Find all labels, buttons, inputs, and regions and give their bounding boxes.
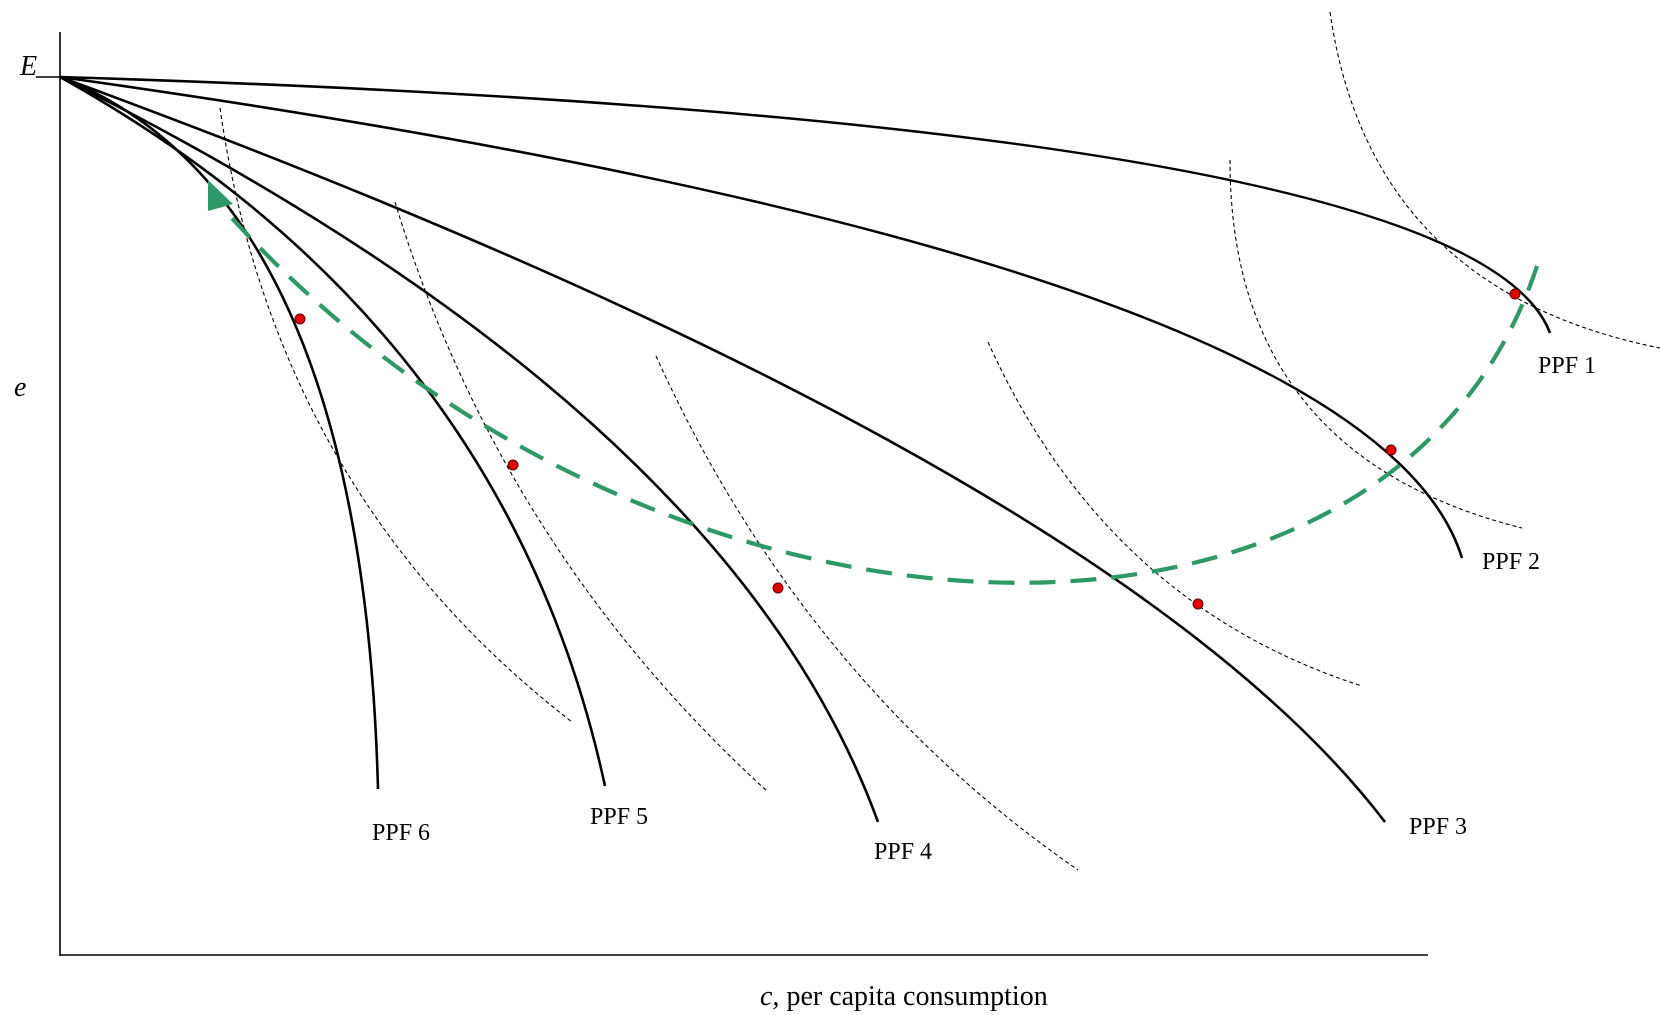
ppf-label-1: PPF 1	[1538, 353, 1596, 379]
optimum-point-1	[1509, 288, 1521, 300]
ppf-curve-6	[59, 75, 380, 790]
ppf-label-3: PPF 3	[1409, 814, 1467, 840]
development-path-curve	[220, 205, 1539, 585]
ppf-label-2: PPF 2	[1482, 549, 1540, 575]
ppf-label-5: PPF 5	[590, 804, 648, 830]
ppf-curves	[59, 75, 1552, 823]
optimum-point-2	[1385, 444, 1397, 456]
indifference-curves	[219, 11, 1660, 871]
optimum-point-4	[772, 582, 784, 594]
y-axis-label: e	[14, 372, 26, 403]
ppf-label-4: PPF 4	[874, 839, 932, 865]
indifference-curve-3	[987, 341, 1363, 687]
axes	[36, 32, 1428, 956]
x-axis-label: c, per capita consumption	[760, 981, 1048, 1012]
x-axis-variable: c,	[760, 981, 779, 1012]
ppf-curve-2	[59, 75, 1464, 559]
optimum-point-5	[507, 459, 519, 471]
development-path	[208, 180, 1539, 585]
optimum-point-3	[1192, 598, 1204, 610]
arrowhead-icon	[208, 180, 233, 211]
y-axis-top-label: E	[19, 51, 37, 82]
indifference-curve-5	[394, 201, 769, 793]
ppf-label-6: PPF 6	[372, 820, 430, 846]
ppf-curve-3	[59, 75, 1387, 823]
indifference-curve-6	[219, 107, 573, 723]
ppf-curve-1	[59, 75, 1552, 334]
indifference-curve-4	[655, 355, 1079, 871]
optimum-points	[294, 288, 1521, 610]
indifference-curve-1	[1329, 11, 1660, 349]
ppf-curve-4	[59, 75, 880, 823]
x-axis-description: per capita consumption	[779, 981, 1047, 1012]
indifference-curve-2	[1229, 159, 1523, 529]
optimum-point-6	[294, 313, 306, 325]
